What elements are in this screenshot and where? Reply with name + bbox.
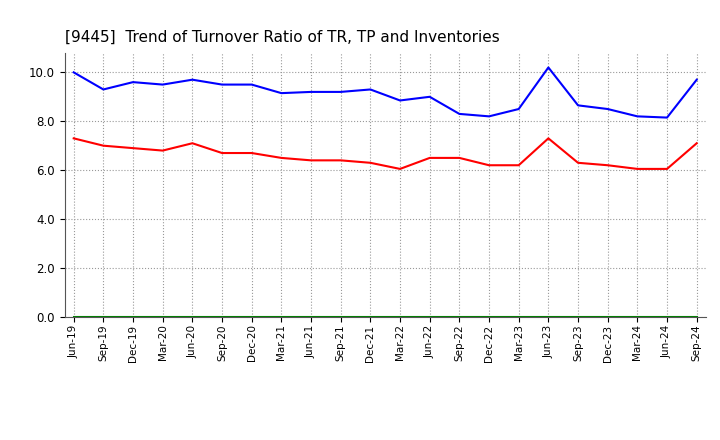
Inventories [158, 314, 167, 319]
Line: Trade Payables: Trade Payables [73, 67, 697, 117]
Inventories [514, 314, 523, 319]
Trade Receivables [396, 166, 405, 172]
Trade Payables [277, 91, 286, 96]
Inventories [396, 314, 405, 319]
Trade Payables [574, 103, 582, 108]
Trade Receivables [188, 141, 197, 146]
Trade Receivables [544, 136, 553, 141]
Trade Payables [336, 89, 345, 95]
Trade Payables [158, 82, 167, 87]
Trade Payables [633, 114, 642, 119]
Inventories [336, 314, 345, 319]
Trade Payables [396, 98, 405, 103]
Trade Receivables [158, 148, 167, 153]
Inventories [693, 314, 701, 319]
Inventories [662, 314, 671, 319]
Trade Payables [129, 80, 138, 85]
Trade Receivables [662, 166, 671, 172]
Inventories [307, 314, 315, 319]
Trade Receivables [277, 155, 286, 161]
Inventories [248, 314, 256, 319]
Inventories [366, 314, 374, 319]
Inventories [544, 314, 553, 319]
Trade Receivables [69, 136, 78, 141]
Trade Payables [366, 87, 374, 92]
Trade Payables [693, 77, 701, 82]
Trade Receivables [514, 163, 523, 168]
Inventories [574, 314, 582, 319]
Inventories [485, 314, 493, 319]
Trade Payables [662, 115, 671, 120]
Trade Payables [514, 106, 523, 112]
Trade Payables [69, 70, 78, 75]
Inventories [129, 314, 138, 319]
Trade Receivables [366, 160, 374, 165]
Trade Receivables [633, 166, 642, 172]
Trade Payables [217, 82, 226, 87]
Trade Payables [603, 106, 612, 112]
Trade Receivables [248, 150, 256, 156]
Trade Payables [248, 82, 256, 87]
Trade Receivables [455, 155, 464, 161]
Trade Payables [485, 114, 493, 119]
Trade Payables [426, 94, 434, 99]
Line: Trade Receivables: Trade Receivables [73, 138, 697, 169]
Trade Payables [99, 87, 108, 92]
Trade Receivables [603, 163, 612, 168]
Trade Receivables [336, 158, 345, 163]
Trade Receivables [307, 158, 315, 163]
Inventories [217, 314, 226, 319]
Inventories [633, 314, 642, 319]
Trade Receivables [217, 150, 226, 156]
Trade Payables [188, 77, 197, 82]
Trade Payables [307, 89, 315, 95]
Inventories [69, 314, 78, 319]
Trade Payables [544, 65, 553, 70]
Inventories [277, 314, 286, 319]
Trade Receivables [693, 141, 701, 146]
Text: [9445]  Trend of Turnover Ratio of TR, TP and Inventories: [9445] Trend of Turnover Ratio of TR, TP… [65, 29, 500, 45]
Trade Receivables [426, 155, 434, 161]
Inventories [188, 314, 197, 319]
Inventories [99, 314, 108, 319]
Inventories [426, 314, 434, 319]
Inventories [603, 314, 612, 319]
Trade Receivables [485, 163, 493, 168]
Trade Receivables [99, 143, 108, 148]
Trade Receivables [129, 146, 138, 151]
Trade Payables [455, 111, 464, 117]
Trade Receivables [574, 160, 582, 165]
Inventories [455, 314, 464, 319]
